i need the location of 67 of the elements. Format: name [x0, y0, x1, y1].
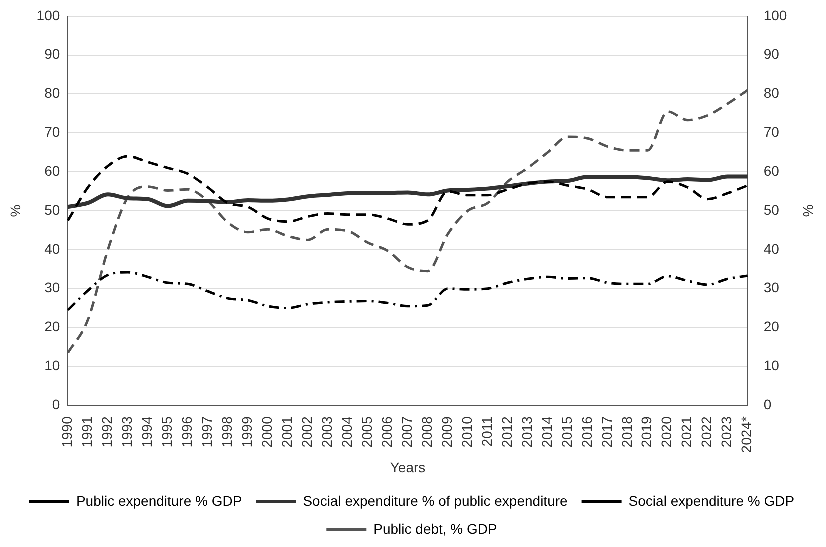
x-axis-title: Years	[390, 459, 426, 476]
x-tick-label: 2015	[558, 416, 575, 448]
line-series	[66, 155, 750, 226]
y-tick-label: 50	[44, 202, 60, 218]
x-tick-label: 2007	[398, 416, 415, 448]
y-axis-title: %	[7, 204, 24, 218]
y2-tick-label: 50	[764, 202, 780, 218]
x-tick-label: 2009	[438, 416, 455, 448]
x-tick-label: 1993	[118, 416, 135, 448]
y-tick-label: 80	[44, 85, 60, 102]
x-tick-label: 2016	[578, 416, 595, 448]
x-tick-label: 2017	[598, 416, 615, 448]
y2-axis-title: %	[800, 204, 817, 218]
x-tick-label: 2005	[358, 416, 375, 448]
x-tick-label: 2012	[498, 416, 515, 448]
y2-tick-label: 70	[764, 124, 780, 140]
y-tick-label: 90	[44, 46, 60, 62]
y2-tick-label: 0	[764, 396, 772, 412]
y2-tick-label: 20	[764, 318, 780, 335]
x-tick-label: 1996	[178, 416, 195, 448]
x-tick-label: 2024*	[738, 416, 755, 454]
x-tick-label: 2013	[518, 416, 535, 448]
y2-tick-label: 80	[764, 85, 780, 102]
x-tick-label: 2021	[678, 416, 695, 448]
y2-tick-label: 40	[764, 240, 780, 257]
x-tick-label: 2023	[718, 416, 735, 448]
y-tick-label: 70	[44, 124, 60, 140]
x-tick-label: 2011	[478, 416, 495, 447]
y-tick-label: 40	[44, 240, 60, 257]
x-tick-label: 1991	[79, 416, 96, 448]
y2-tick-label: 30	[764, 280, 780, 296]
line-series	[66, 174, 750, 210]
line-series	[66, 271, 750, 312]
x-tick-label: 1997	[198, 416, 215, 448]
legend-label: Social expenditure % of public expenditure	[303, 492, 568, 509]
x-tick-label: 1999	[238, 416, 255, 448]
y-tick-label: 0	[52, 396, 60, 412]
y2-tick-label: 90	[764, 46, 780, 62]
x-tick-label: 2020	[658, 416, 675, 448]
x-tick-label: 2010	[458, 416, 475, 448]
x-tick-label: 1995	[158, 416, 175, 448]
x-tick-label: 2002	[298, 416, 315, 448]
y-tick-label: 10	[44, 358, 60, 374]
x-tick-label: 2000	[258, 416, 275, 448]
x-tick-label: 1990	[59, 416, 76, 448]
legend-label: Social expenditure % GDP	[628, 492, 795, 509]
legend-label: Public expenditure % GDP	[76, 492, 242, 509]
x-tick-label: 2006	[378, 416, 395, 448]
x-tick-label: 2018	[618, 416, 635, 448]
x-tick-label: 1994	[138, 416, 155, 448]
x-tick-label: 2004	[338, 416, 355, 448]
x-tick-label: 1992	[99, 416, 115, 448]
x-tick-label: 2001	[278, 416, 295, 448]
y-tick-label: 100	[36, 7, 60, 24]
y-tick-label: 60	[44, 162, 60, 179]
x-tick-label: 2014	[538, 416, 555, 448]
y2-tick-label: 60	[764, 162, 780, 179]
y-tick-label: 30	[44, 280, 60, 296]
x-tick-label: 2019	[638, 416, 655, 448]
y2-tick-label: 10	[764, 358, 780, 374]
y2-tick-label: 100	[764, 7, 788, 24]
x-tick-label: 1998	[218, 416, 235, 448]
x-tick-label: 2003	[318, 416, 335, 448]
legend-label: Public debt, % GDP	[374, 520, 498, 537]
x-tick-label: 2022	[698, 416, 715, 448]
y-tick-label: 20	[44, 318, 60, 335]
x-tick-label: 2008	[418, 416, 435, 448]
